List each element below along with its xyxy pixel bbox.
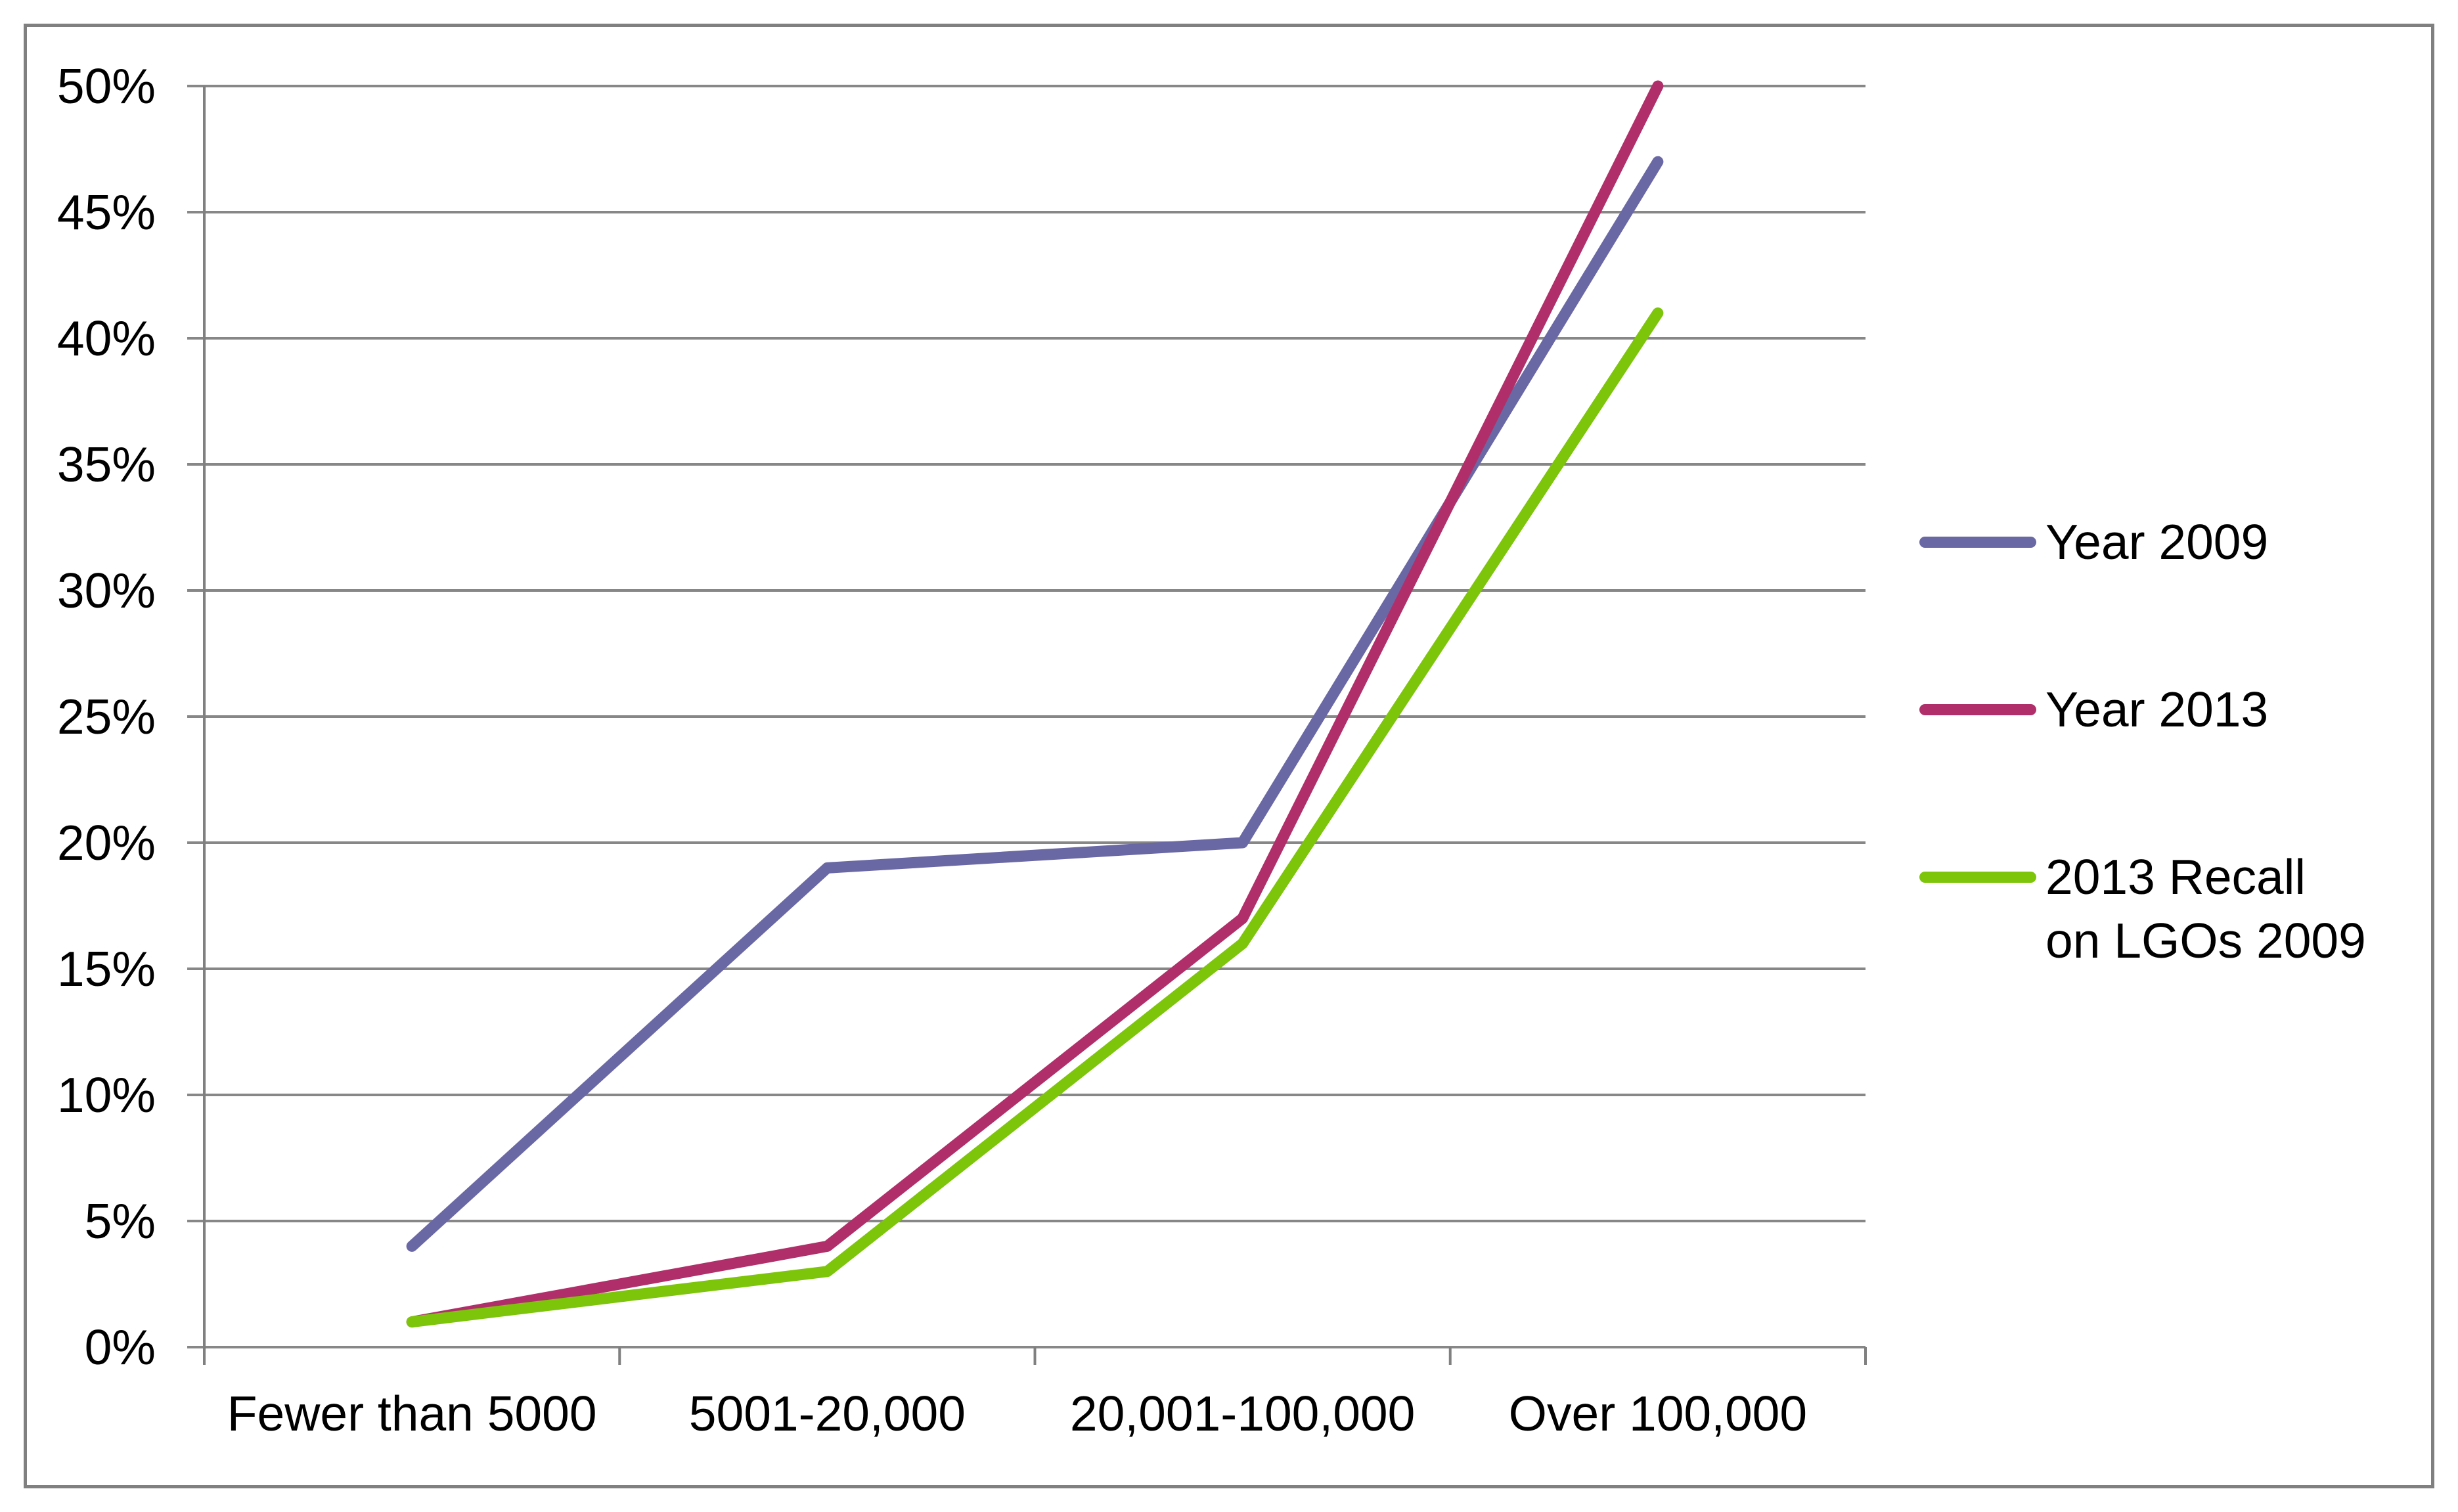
y-tick-label: 5% [84,1193,156,1249]
legend-label: Year 2013 [2045,682,2269,737]
y-tick-label: 30% [56,563,156,618]
legend: Year 2009 Year 2013 2013 Recall on LGOs 200… [1919,510,2366,973]
y-tick-label: 0% [84,1320,156,1375]
x-category-label: Fewer than 5000 [227,1386,597,1441]
legend-swatch [1919,704,2036,715]
y-tick-label: 40% [56,311,156,366]
y-tick-label: 35% [56,437,156,492]
series-line-2013-recall-on-lgos-2009 [406,307,1664,1328]
legend-swatch [1919,872,2036,883]
y-tick-label: 15% [56,941,156,996]
y-tick-label: 20% [56,815,156,870]
legend-swatch [1919,537,2036,548]
x-category-label: Over 100,000 [1508,1386,1808,1441]
legend-item: Year 2009 [1919,510,2366,574]
legend-label: Year 2009 [2045,514,2269,569]
chart-outer-border [24,24,2434,1488]
legend-item: Year 2013 [1919,678,2366,742]
x-category-label: 20,001-100,000 [1069,1386,1416,1441]
y-tick-label: 50% [56,58,156,114]
y-tick-label: 45% [56,185,156,240]
legend-label: 2013 Recall on LGOs 2009 [2045,849,2366,968]
x-category-label: 5001-20,000 [688,1386,966,1441]
y-tick-label: 25% [56,689,156,744]
legend-item: 2013 Recall on LGOs 2009 [1919,845,2366,973]
y-tick-label: 10% [56,1067,156,1123]
series-line-year-2013 [406,80,1664,1328]
